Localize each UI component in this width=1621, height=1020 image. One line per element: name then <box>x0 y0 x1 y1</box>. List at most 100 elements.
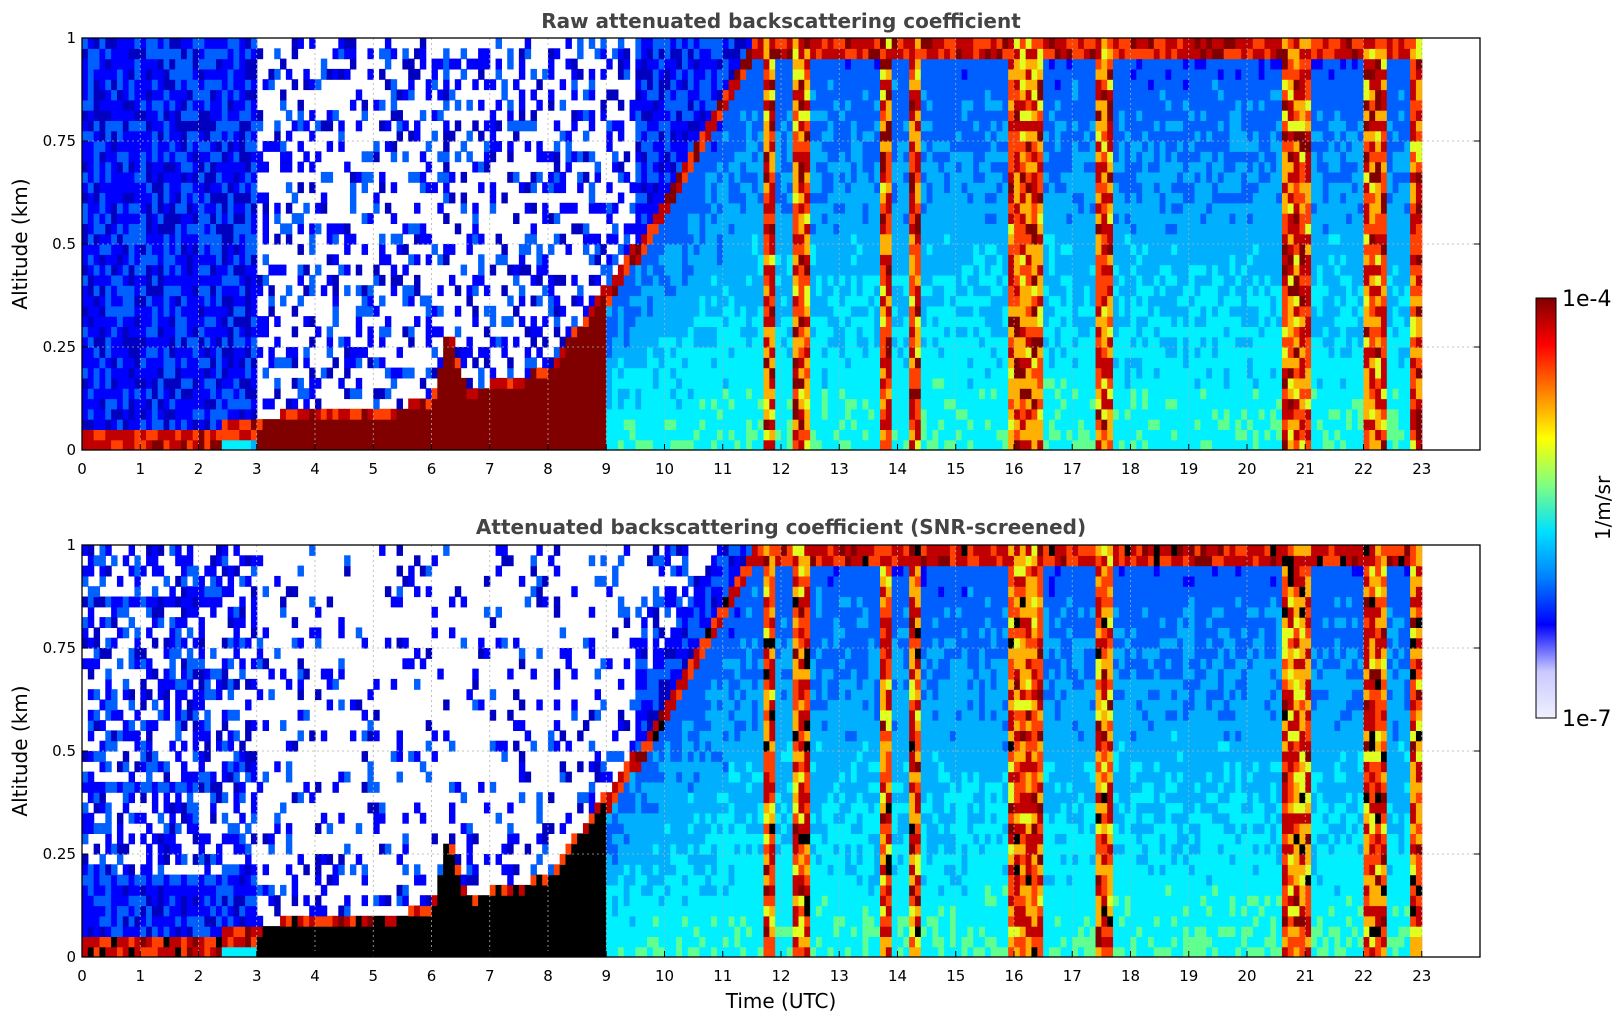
heatmap-cell <box>186 79 194 91</box>
heatmap-cell <box>478 58 485 70</box>
heatmap-cell <box>821 388 829 400</box>
heatmap-cell <box>641 357 648 369</box>
heatmap-cell <box>839 305 846 317</box>
heatmap-cell <box>815 326 823 338</box>
heatmap-cell <box>891 357 899 369</box>
heatmap-cell <box>623 429 631 441</box>
heatmap-cell <box>763 171 770 183</box>
heatmap-cell <box>146 192 153 204</box>
heatmap-cell <box>280 439 287 450</box>
heatmap-cell <box>903 233 910 245</box>
heatmap-cell <box>920 120 928 132</box>
heatmap-cell <box>874 429 881 441</box>
heatmap-cell <box>705 192 712 204</box>
heatmap-cell <box>862 316 869 327</box>
heatmap-cell <box>839 130 846 142</box>
heatmap-cell <box>734 439 741 450</box>
heatmap-cell <box>635 274 642 286</box>
heatmap-cell <box>740 388 747 400</box>
heatmap-cell <box>786 388 794 400</box>
heatmap-cell <box>687 326 695 338</box>
heatmap-cell <box>746 439 753 450</box>
heatmap-cell <box>897 295 904 307</box>
heatmap-cell <box>903 367 910 379</box>
heatmap-cell <box>705 264 712 276</box>
heatmap-cell <box>909 89 916 101</box>
heatmap-cell <box>1002 254 1009 266</box>
heatmap-cell <box>1002 264 1009 276</box>
heatmap-cell <box>559 274 567 286</box>
heatmap-cell <box>833 377 840 389</box>
heatmap-cell <box>746 408 753 420</box>
heatmap-cell <box>111 58 118 70</box>
heatmap-cell <box>810 347 817 358</box>
heatmap-cell <box>961 110 968 121</box>
heatmap-cell <box>128 264 136 276</box>
heatmap-cell <box>239 295 246 307</box>
heatmap-cell <box>553 429 561 441</box>
heatmap-cell <box>926 192 934 204</box>
heatmap-cell <box>384 79 392 91</box>
heatmap-cell <box>920 38 928 49</box>
heatmap-cell <box>443 244 450 255</box>
heatmap-cell <box>810 274 817 286</box>
heatmap-cell <box>140 192 147 204</box>
heatmap-cell <box>827 171 835 183</box>
heatmap-cell <box>87 192 95 204</box>
heatmap-cell <box>128 419 136 430</box>
heatmap-cell <box>996 336 1003 348</box>
heatmap-cell <box>862 223 869 235</box>
heatmap-cell <box>961 192 968 204</box>
heatmap-cell <box>845 130 852 142</box>
heatmap-cell <box>111 388 118 400</box>
heatmap-cell <box>280 295 287 307</box>
heatmap-cell <box>763 99 770 111</box>
heatmap-cell <box>967 274 974 286</box>
heatmap-cell <box>926 141 934 152</box>
heatmap-cell <box>291 398 299 410</box>
heatmap-cell <box>600 38 607 49</box>
heatmap-cell <box>169 347 176 358</box>
heatmap-cell <box>99 316 106 327</box>
heatmap-cell <box>746 377 753 389</box>
heatmap-cell <box>909 48 916 60</box>
heatmap-cell <box>181 141 188 152</box>
heatmap-cell <box>612 326 619 338</box>
heatmap-cell <box>513 264 520 276</box>
heatmap-cell <box>163 48 170 60</box>
heatmap-cell <box>996 285 1003 297</box>
heatmap-cell <box>571 336 578 348</box>
heatmap-cell <box>274 336 281 348</box>
heatmap-cell <box>676 274 683 286</box>
heatmap-cell <box>87 244 95 255</box>
heatmap-cell <box>786 367 794 379</box>
heatmap-cell <box>652 408 660 420</box>
heatmap-cell <box>967 419 974 430</box>
heatmap-cell <box>949 254 957 266</box>
heatmap-cell <box>134 182 141 194</box>
heatmap-cell <box>390 429 398 441</box>
heatmap-cell <box>181 347 188 358</box>
heatmap-cell <box>361 182 369 194</box>
heatmap-cell <box>868 316 875 327</box>
heatmap-cell <box>157 305 165 317</box>
heatmap-cell <box>309 130 316 142</box>
heatmap-cell <box>839 295 846 307</box>
heatmap-cell <box>763 223 770 235</box>
heatmap-cell <box>548 377 555 389</box>
heatmap-cell <box>722 295 730 307</box>
heatmap-cell <box>233 367 240 379</box>
heatmap-cell <box>169 48 176 60</box>
heatmap-cell <box>880 130 887 142</box>
heatmap-cell <box>419 429 427 441</box>
heatmap-cell <box>635 182 642 194</box>
heatmap-cell <box>746 336 753 348</box>
heatmap-cell <box>186 357 194 369</box>
heatmap-cell <box>641 254 648 266</box>
heatmap-cell <box>524 398 532 410</box>
heatmap-cell <box>856 213 864 224</box>
heatmap-cell <box>489 388 497 400</box>
heatmap-cell <box>210 171 217 183</box>
heatmap-cell <box>781 367 788 379</box>
heatmap-cell <box>303 439 310 450</box>
